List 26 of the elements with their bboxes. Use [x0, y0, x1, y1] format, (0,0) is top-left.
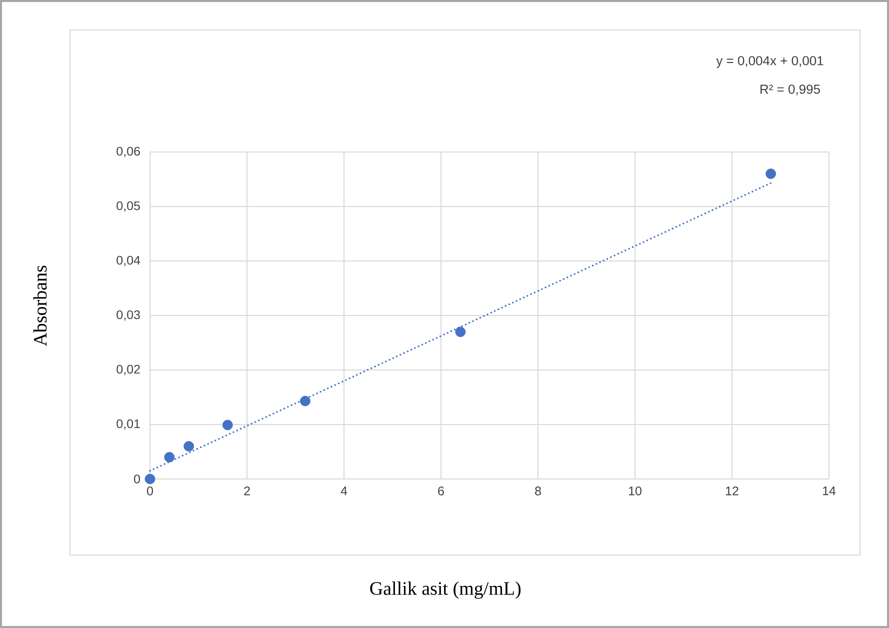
x-tick-label: 4 [340, 486, 348, 496]
x-tick-label: 12 [726, 486, 738, 496]
point [222, 420, 233, 430]
y-tick-label: 0,02 [116, 364, 140, 376]
point [300, 396, 310, 406]
y-tick-label: 0,04 [116, 256, 140, 266]
y-axis-title: Absorbans [33, 266, 47, 346]
x-tick-label: 14 [823, 486, 836, 496]
point [184, 441, 194, 452]
text: R² = 0,995 [760, 84, 820, 96]
point [144, 474, 156, 484]
x-tick-label: 2 [244, 486, 250, 496]
y-tick-label: 0,01 [116, 419, 140, 430]
x-tick-label: 6 [438, 486, 444, 496]
point [164, 452, 175, 462]
x-tick-label: 10 [629, 486, 642, 496]
point [766, 168, 776, 179]
text: y = 0,004x + 0,001 [716, 56, 824, 68]
y-tick-label: 0,03 [116, 310, 140, 321]
y-tick-label: 0,05 [116, 201, 140, 212]
x-tick-label: 8 [535, 486, 541, 496]
y-tick-label: 0 [134, 474, 140, 484]
y-tick-label: 0,06 [116, 146, 140, 158]
point [455, 326, 466, 338]
x-axis-title: Gallik asit (mg/mL) [370, 582, 521, 599]
x-tick-label: 0 [147, 486, 153, 496]
